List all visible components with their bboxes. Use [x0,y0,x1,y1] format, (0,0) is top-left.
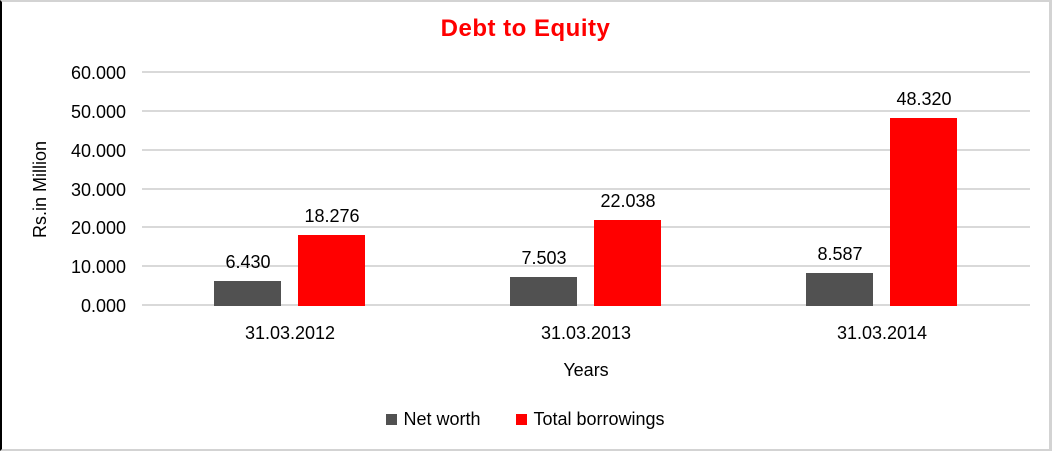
y-tick-label: 40.000 [70,140,126,161]
bar-value-label: 8.587 [817,243,863,264]
legend-label: Total borrowings [533,409,665,429]
chart-title: Debt to Equity [440,15,611,42]
y-tick-label: 20.000 [70,218,126,239]
y-tick-label: 60.000 [70,63,126,83]
bar-value-label: 18.276 [304,206,360,227]
bar-total-borrowings: 18.276 [298,206,366,306]
legend: Net worth Total borrowings [2,409,1049,430]
legend-item: Total borrowings [516,409,665,430]
bar-net-worth: 8.587 [806,244,874,306]
gridline [142,187,1030,190]
x-category-label: 31.03.2012 [244,323,336,343]
legend-swatch-icon [516,414,528,425]
legend-swatch-icon [386,414,398,425]
bar-net-worth: 6.430 [214,252,282,306]
bar-value-label: 6.430 [225,252,271,273]
y-tick-label: 30.000 [70,179,126,200]
bar-value-label: 7.503 [521,247,567,268]
bar-value-label: 48.320 [896,89,952,110]
x-axis-category-labels: 31.03.2012 31.03.2013 31.03.2014 [142,323,1030,344]
y-axis-tick-labels: 0.000 10.000 20.000 30.000 40.000 50.000 60.00… [2,64,130,315]
bar-total-borrowings: 22.038 [594,191,662,306]
bar-value-label: 22.038 [600,191,656,212]
bar-net-worth: 7.503 [510,248,578,306]
x-axis-title: Years [563,360,609,380]
bar-group: 6.430 18.276 [142,73,438,306]
legend-item: Net worth [386,409,480,430]
gridline [142,148,1030,151]
legend-label: Net worth [403,409,481,429]
gridline [142,71,1030,73]
x-category-label: 31.03.2014 [836,323,928,343]
y-tick-label: 50.000 [70,101,126,122]
gridline [142,265,1030,268]
bar-group: 8.587 48.320 [734,73,1030,306]
plot-area: 6.430 18.276 7.503 22.038 8.587 48.320 [142,71,1030,306]
gridline [142,304,1030,306]
bar-group: 7.503 22.038 [438,73,734,306]
y-tick-label: 10.000 [70,257,126,278]
y-tick-label: 0.000 [80,296,126,316]
gridline [142,226,1030,229]
x-category-label: 31.03.2013 [540,323,632,343]
gridline [142,109,1030,112]
bar-total-borrowings: 48.320 [890,89,958,306]
